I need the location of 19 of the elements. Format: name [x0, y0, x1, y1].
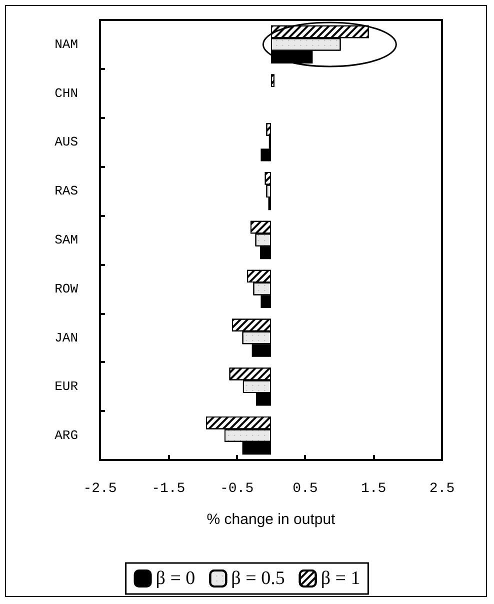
y-tick-label: CHN [54, 86, 78, 101]
y-tick-label: AUS [54, 134, 78, 150]
y-tick-label: JAN [54, 330, 78, 346]
y-tick-label: ARG [54, 428, 78, 444]
x-tick-label: 2.5 [429, 481, 455, 497]
y-tick-label: SAM [54, 232, 78, 248]
x-tick-label: 0.5 [292, 481, 318, 497]
x-tick-label: -1.5 [152, 481, 186, 497]
x-axis-title: % change in output [206, 511, 336, 528]
legend-label: β = 0 [156, 568, 196, 589]
x-tick-label: 1.5 [360, 481, 386, 497]
legend-label: β = 1 [320, 568, 360, 589]
y-tick-label: ROW [54, 281, 78, 296]
x-tick-label: -0.5 [220, 481, 254, 497]
y-tick-label: NAM [54, 36, 78, 52]
legend-label: β = 0.5 [231, 568, 285, 589]
y-tick-label: RAS [54, 184, 78, 199]
y-tick-label: EUR [54, 379, 78, 394]
x-tick-label: -2.5 [83, 481, 117, 497]
